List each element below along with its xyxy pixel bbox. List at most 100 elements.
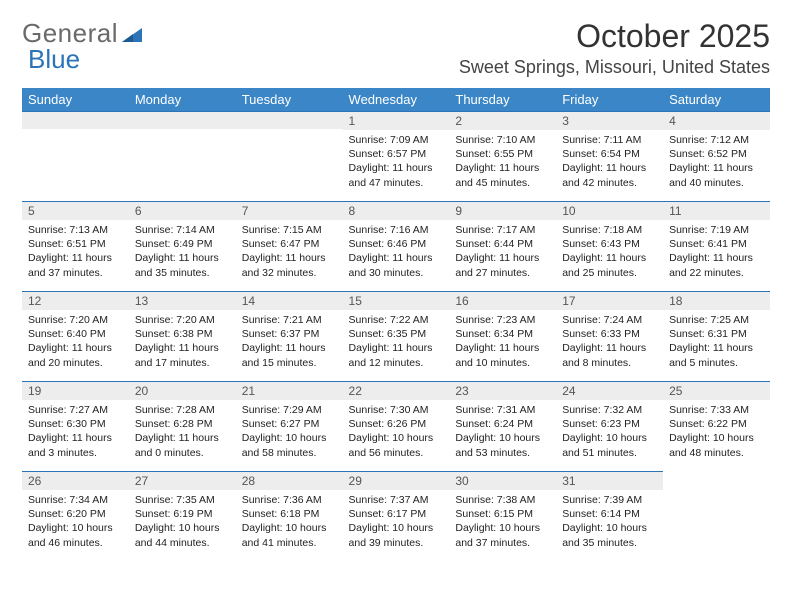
detail-line: Sunrise: 7:22 AM — [349, 313, 444, 327]
calendar-cell: 21Sunrise: 7:29 AMSunset: 6:27 PMDayligh… — [236, 381, 343, 471]
detail-line: Sunset: 6:30 PM — [28, 417, 123, 431]
detail-line: and 17 minutes. — [135, 356, 230, 370]
detail-line: Sunrise: 7:28 AM — [135, 403, 230, 417]
detail-line: and 25 minutes. — [562, 266, 657, 280]
calendar-cell: 23Sunrise: 7:31 AMSunset: 6:24 PMDayligh… — [449, 381, 556, 471]
calendar-cell: 4Sunrise: 7:12 AMSunset: 6:52 PMDaylight… — [663, 111, 770, 201]
day-details: Sunrise: 7:10 AMSunset: 6:55 PMDaylight:… — [449, 130, 556, 196]
day-number: 18 — [663, 291, 770, 310]
calendar-cell: 10Sunrise: 7:18 AMSunset: 6:43 PMDayligh… — [556, 201, 663, 291]
calendar-row: 5Sunrise: 7:13 AMSunset: 6:51 PMDaylight… — [22, 201, 770, 291]
detail-line: and 0 minutes. — [135, 446, 230, 460]
detail-line: and 27 minutes. — [455, 266, 550, 280]
day-number: 21 — [236, 381, 343, 400]
col-saturday: Saturday — [663, 88, 770, 111]
day-details: Sunrise: 7:23 AMSunset: 6:34 PMDaylight:… — [449, 310, 556, 376]
detail-line: Sunrise: 7:38 AM — [455, 493, 550, 507]
day-details: Sunrise: 7:31 AMSunset: 6:24 PMDaylight:… — [449, 400, 556, 466]
header: General October 2025 Sweet Springs, Miss… — [22, 18, 770, 78]
calendar-cell: 18Sunrise: 7:25 AMSunset: 6:31 PMDayligh… — [663, 291, 770, 381]
detail-line: Sunset: 6:28 PM — [135, 417, 230, 431]
day-details: Sunrise: 7:19 AMSunset: 6:41 PMDaylight:… — [663, 220, 770, 286]
calendar-cell: 12Sunrise: 7:20 AMSunset: 6:40 PMDayligh… — [22, 291, 129, 381]
detail-line: Sunrise: 7:20 AM — [135, 313, 230, 327]
detail-line: Sunrise: 7:16 AM — [349, 223, 444, 237]
calendar-table: Sunday Monday Tuesday Wednesday Thursday… — [22, 88, 770, 561]
detail-line: Sunrise: 7:18 AM — [562, 223, 657, 237]
detail-line: Sunset: 6:35 PM — [349, 327, 444, 341]
day-number: 14 — [236, 291, 343, 310]
detail-line: Daylight: 11 hours — [455, 251, 550, 265]
day-details: Sunrise: 7:12 AMSunset: 6:52 PMDaylight:… — [663, 130, 770, 196]
page: General October 2025 Sweet Springs, Miss… — [0, 0, 792, 571]
calendar-cell: 6Sunrise: 7:14 AMSunset: 6:49 PMDaylight… — [129, 201, 236, 291]
detail-line: Sunset: 6:49 PM — [135, 237, 230, 251]
detail-line: Sunset: 6:24 PM — [455, 417, 550, 431]
calendar-cell: 14Sunrise: 7:21 AMSunset: 6:37 PMDayligh… — [236, 291, 343, 381]
detail-line: Sunset: 6:19 PM — [135, 507, 230, 521]
day-details: Sunrise: 7:20 AMSunset: 6:40 PMDaylight:… — [22, 310, 129, 376]
calendar-cell: 29Sunrise: 7:37 AMSunset: 6:17 PMDayligh… — [343, 471, 450, 561]
title-block: October 2025 Sweet Springs, Missouri, Un… — [459, 18, 770, 78]
col-sunday: Sunday — [22, 88, 129, 111]
detail-line: Daylight: 10 hours — [242, 431, 337, 445]
day-details: Sunrise: 7:14 AMSunset: 6:49 PMDaylight:… — [129, 220, 236, 286]
calendar-body: 1Sunrise: 7:09 AMSunset: 6:57 PMDaylight… — [22, 111, 770, 561]
day-details: Sunrise: 7:22 AMSunset: 6:35 PMDaylight:… — [343, 310, 450, 376]
detail-line: Daylight: 11 hours — [349, 341, 444, 355]
detail-line: Sunset: 6:20 PM — [28, 507, 123, 521]
day-number: 31 — [556, 471, 663, 490]
detail-line: Sunset: 6:37 PM — [242, 327, 337, 341]
day-details: Sunrise: 7:25 AMSunset: 6:31 PMDaylight:… — [663, 310, 770, 376]
calendar-cell: 1Sunrise: 7:09 AMSunset: 6:57 PMDaylight… — [343, 111, 450, 201]
day-details: Sunrise: 7:09 AMSunset: 6:57 PMDaylight:… — [343, 130, 450, 196]
detail-line: Daylight: 11 hours — [562, 251, 657, 265]
detail-line: Sunset: 6:33 PM — [562, 327, 657, 341]
detail-line: Sunset: 6:55 PM — [455, 147, 550, 161]
detail-line: Sunrise: 7:35 AM — [135, 493, 230, 507]
detail-line: Sunrise: 7:34 AM — [28, 493, 123, 507]
detail-line: Sunset: 6:27 PM — [242, 417, 337, 431]
detail-line: Sunrise: 7:21 AM — [242, 313, 337, 327]
detail-line: Sunset: 6:14 PM — [562, 507, 657, 521]
day-number: 22 — [343, 381, 450, 400]
detail-line: Sunset: 6:52 PM — [669, 147, 764, 161]
day-number: 3 — [556, 111, 663, 130]
detail-line: Daylight: 11 hours — [349, 251, 444, 265]
calendar-cell: 19Sunrise: 7:27 AMSunset: 6:30 PMDayligh… — [22, 381, 129, 471]
detail-line: and 48 minutes. — [669, 446, 764, 460]
day-number: 11 — [663, 201, 770, 220]
empty-cell — [236, 111, 343, 129]
detail-line: and 20 minutes. — [28, 356, 123, 370]
detail-line: Sunrise: 7:13 AM — [28, 223, 123, 237]
day-details: Sunrise: 7:27 AMSunset: 6:30 PMDaylight:… — [22, 400, 129, 466]
col-wednesday: Wednesday — [343, 88, 450, 111]
detail-line: Sunset: 6:17 PM — [349, 507, 444, 521]
detail-line: Sunset: 6:38 PM — [135, 327, 230, 341]
calendar-cell: 31Sunrise: 7:39 AMSunset: 6:14 PMDayligh… — [556, 471, 663, 561]
day-details: Sunrise: 7:11 AMSunset: 6:54 PMDaylight:… — [556, 130, 663, 196]
detail-line: Daylight: 11 hours — [135, 341, 230, 355]
day-number: 16 — [449, 291, 556, 310]
calendar-row: 12Sunrise: 7:20 AMSunset: 6:40 PMDayligh… — [22, 291, 770, 381]
detail-line: Sunset: 6:47 PM — [242, 237, 337, 251]
calendar-header: Sunday Monday Tuesday Wednesday Thursday… — [22, 88, 770, 111]
calendar-cell: 22Sunrise: 7:30 AMSunset: 6:26 PMDayligh… — [343, 381, 450, 471]
detail-line: Daylight: 10 hours — [562, 521, 657, 535]
calendar-cell: 24Sunrise: 7:32 AMSunset: 6:23 PMDayligh… — [556, 381, 663, 471]
detail-line: and 51 minutes. — [562, 446, 657, 460]
location: Sweet Springs, Missouri, United States — [459, 57, 770, 78]
logo-sail-icon — [120, 25, 146, 45]
month-title: October 2025 — [459, 18, 770, 55]
detail-line: Sunset: 6:57 PM — [349, 147, 444, 161]
day-number: 13 — [129, 291, 236, 310]
detail-line: Sunrise: 7:15 AM — [242, 223, 337, 237]
detail-line: Sunrise: 7:09 AM — [349, 133, 444, 147]
detail-line: Daylight: 11 hours — [28, 251, 123, 265]
empty-cell — [129, 111, 236, 129]
detail-line: Daylight: 10 hours — [28, 521, 123, 535]
day-number: 1 — [343, 111, 450, 130]
day-number: 7 — [236, 201, 343, 220]
detail-line: Daylight: 10 hours — [349, 521, 444, 535]
day-details: Sunrise: 7:21 AMSunset: 6:37 PMDaylight:… — [236, 310, 343, 376]
